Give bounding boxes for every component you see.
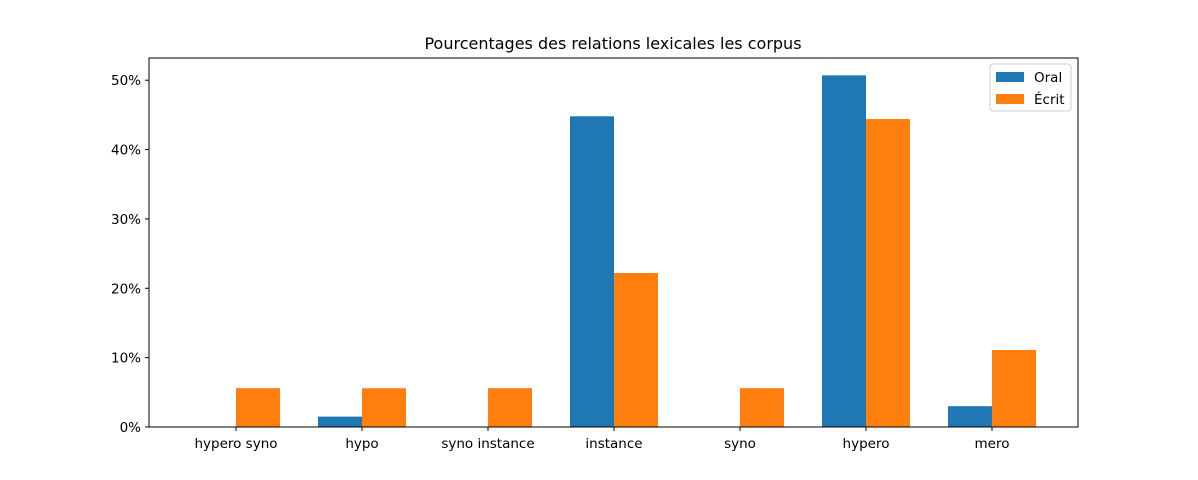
chart-title: Pourcentages des relations lexicales les… <box>424 34 801 53</box>
bar-écrit-hypero-syno <box>236 388 280 427</box>
bar-oral-mero <box>948 406 992 427</box>
x-tick-label: hypero syno <box>194 436 277 452</box>
legend-swatch-oral <box>996 72 1024 82</box>
bar-écrit-mero <box>992 350 1036 427</box>
bar-oral-hypero <box>822 75 866 428</box>
y-tick-label: 50% <box>111 73 141 89</box>
bar-écrit-hypo <box>362 388 406 427</box>
x-tick-label: instance <box>585 436 642 452</box>
y-tick-label: 20% <box>111 281 141 297</box>
bar-écrit-syno <box>740 388 784 427</box>
x-tick-label: hypo <box>345 436 378 452</box>
bar-oral-hypo <box>318 416 362 427</box>
legend: Oral Écrit <box>989 63 1072 112</box>
x-tick-label: hypero <box>843 436 890 452</box>
x-tick-label: syno <box>724 436 756 452</box>
y-tick-label: 30% <box>111 212 141 228</box>
axes-group: 0% 10% 20% 30% 40% 50% hypero syno hypo syno ins… <box>111 57 1079 452</box>
bars-group <box>236 75 1036 428</box>
x-tick-label: mero <box>975 436 1010 452</box>
y-tick-label: 0% <box>120 420 142 436</box>
bar-oral-instance <box>570 116 614 428</box>
legend-label-oral: Oral <box>1034 70 1062 86</box>
x-tick-label: syno instance <box>441 436 534 452</box>
legend-swatch-écrit <box>996 94 1024 104</box>
bar-écrit-instance <box>614 273 658 427</box>
y-tick-label: 40% <box>111 143 141 159</box>
y-tick-label: 10% <box>111 351 141 367</box>
legend-label-écrit: Écrit <box>1034 91 1065 108</box>
bar-écrit-syno-instance <box>488 388 532 427</box>
bar-écrit-hypero <box>866 119 910 427</box>
